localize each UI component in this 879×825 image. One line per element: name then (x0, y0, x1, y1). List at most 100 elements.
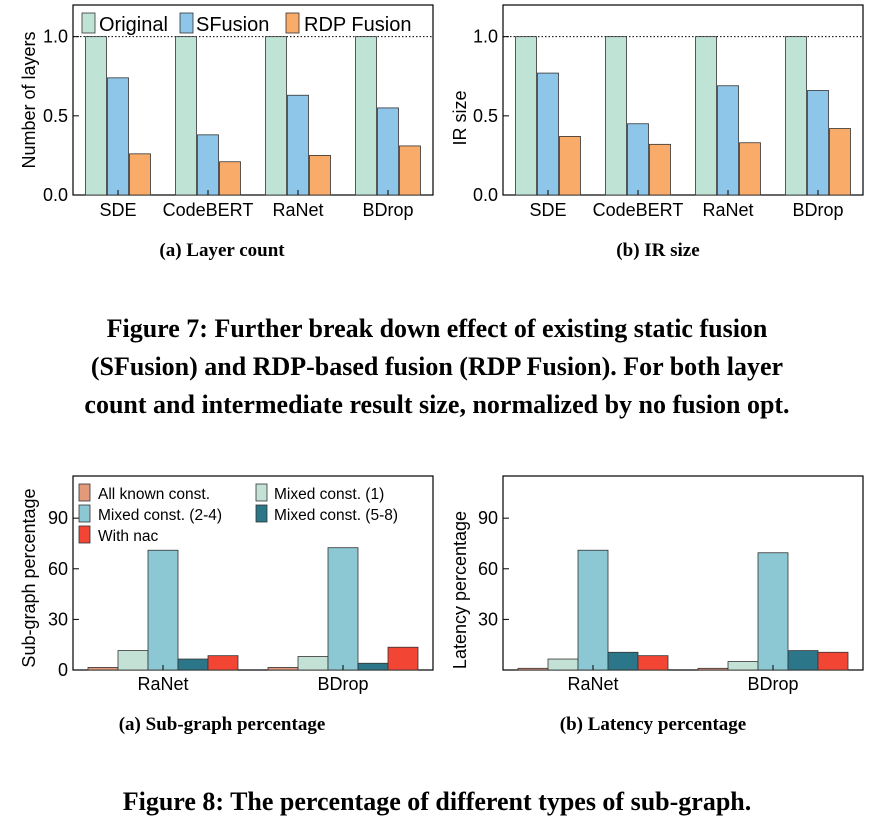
bar-ranet-all-known-const (517, 667, 549, 671)
legend-label-with-nac: With nac (98, 528, 159, 545)
bar-ranet-sfusion (717, 85, 739, 196)
legend-label-rdp-fusion: RDP Fusion (304, 14, 411, 36)
bar-bdrop-rdp-fusion (829, 128, 851, 196)
y-axis-label: IR size (450, 90, 470, 145)
figure7-caption: Figure 7: Further break down effect of e… (84, 314, 789, 419)
y-tick-label: 30 (48, 609, 68, 629)
bar-bdrop-mixed-const-2-4 (757, 552, 789, 671)
bar-bdrop-mixed-const-5-8 (357, 662, 389, 671)
x-axis-ticks: RaNet BDrop (137, 665, 369, 694)
legend-label-mixed-const-2-4: Mixed const. (2-4) (98, 507, 222, 524)
bar-bdrop-all-known-const (267, 667, 299, 671)
y-tick-label: 1.0 (473, 27, 498, 47)
x-tick-label: RaNet (137, 674, 188, 694)
x-tick-label: CodeBERT (593, 200, 684, 220)
legend-swatch-all-known-const (78, 483, 91, 502)
y-tick-label: 1.0 (43, 27, 68, 47)
y-axis-ticks: 0 30 60 90 (48, 508, 79, 680)
plot-frame (72, 475, 434, 671)
bar-codebert-sfusion (197, 134, 219, 196)
x-tick-label: SDE (99, 200, 136, 220)
x-tick-label: RaNet (272, 200, 323, 220)
bar-ranet-all-known-const (87, 667, 119, 671)
bar-bdrop-mixed-const-1 (297, 656, 329, 671)
bar-ranet-mixed-const-1 (117, 650, 149, 671)
y-tick-label: 0.0 (43, 185, 68, 205)
bar-bdrop-with-nac (387, 646, 419, 671)
subcaption-fig8a: (a) Sub-graph percentage (119, 714, 326, 735)
bar-ranet-mixed-const-1 (547, 658, 579, 671)
legend-swatch-sfusion (179, 12, 194, 34)
bar-ranet-rdp-fusion (309, 155, 331, 196)
bar-sde-rdp-fusion (559, 136, 581, 196)
x-tick-label: SDE (529, 200, 566, 220)
bar-codebert-sfusion (627, 123, 649, 196)
bar-sde-sfusion (537, 72, 559, 196)
legend-swatch-mixed-const-1 (255, 483, 268, 502)
legend-swatch-with-nac (78, 525, 91, 544)
bar-bdrop-mixed-const-1 (727, 661, 759, 671)
bar-bdrop-with-nac (817, 651, 849, 671)
bars-group (87, 547, 419, 671)
bar-bdrop-all-known-const (697, 667, 729, 671)
bar-bdrop-original (785, 36, 807, 196)
bar-bdrop-original (355, 36, 377, 196)
legend: Original SFusion RDP Fusion (81, 12, 411, 36)
subcaption-fig8b: (b) Latency percentage (560, 714, 746, 735)
caption-line: (SFusion) and RDP-based fusion (RDP Fusi… (91, 352, 783, 381)
y-tick-label: 30 (478, 609, 498, 629)
x-axis-ticks: SDE CodeBERT RaNet BDrop (529, 190, 844, 220)
bar-sde-original (85, 36, 107, 196)
bar-bdrop-sfusion (377, 107, 399, 196)
legend-label-original: Original (99, 14, 168, 36)
y-axis-ticks: 0.0 0.5 1.0 (473, 27, 509, 205)
legend-swatch-mixed-const-5-8 (255, 504, 268, 523)
x-axis-ticks: RaNet BDrop (567, 665, 799, 694)
bars-group (85, 36, 421, 196)
chart-fig8b: 30 60 90 RaNet BDrop Latency percentage (b)… (450, 475, 864, 735)
bar-sde-original (515, 36, 537, 196)
legend-swatch-original (81, 12, 96, 34)
y-tick-label: 60 (48, 559, 68, 579)
bar-ranet-with-nac (207, 655, 239, 671)
x-tick-label: RaNet (702, 200, 753, 220)
x-tick-label: RaNet (567, 674, 618, 694)
plot-frame (502, 4, 864, 196)
y-tick-label: 0.0 (473, 185, 498, 205)
y-tick-label: 90 (478, 508, 498, 528)
x-tick-label: BDrop (317, 674, 368, 694)
bars-group (517, 549, 849, 671)
chart-fig7b: 0.00.51.0 SDE CodeBERT RaNet BDrop IR size … (450, 4, 864, 261)
y-axis-label: Number of layers (19, 31, 39, 168)
subcaption-fig7a: (a) Layer count (159, 240, 285, 261)
y-tick-label: 0.5 (473, 106, 498, 126)
legend-label-sfusion: SFusion (196, 14, 269, 36)
plot-frame (72, 4, 434, 196)
legend-swatch-mixed-const-2-4 (78, 504, 91, 523)
bar-codebert-rdp-fusion (219, 161, 241, 196)
bar-ranet-rdp-fusion (739, 142, 761, 196)
plot-frame (502, 475, 864, 671)
bar-ranet-mixed-const-2-4 (147, 549, 179, 671)
bar-codebert-original (605, 36, 627, 196)
bar-ranet-mixed-const-5-8 (607, 651, 639, 671)
bar-codebert-rdp-fusion (649, 143, 671, 196)
bar-bdrop-mixed-const-2-4 (327, 547, 359, 671)
y-axis-ticks: 30 60 90 (478, 508, 509, 629)
bar-bdrop-mixed-const-5-8 (787, 650, 819, 671)
chart-fig7a: 0.0 0.5 1.0 SDE CodeBERT RaNet BDrop Number o… (19, 4, 434, 261)
bar-ranet-mixed-const-5-8 (177, 658, 209, 671)
bar-bdrop-sfusion (807, 90, 829, 196)
bar-ranet-original (265, 36, 287, 196)
bar-ranet-with-nac (637, 655, 669, 671)
x-axis-ticks: SDE CodeBERT RaNet BDrop (99, 190, 414, 220)
x-tick-label: BDrop (792, 200, 843, 220)
figure8-caption: Figure 8: The percentage of different ty… (123, 787, 752, 816)
caption-line: Figure 7: Further break down effect of e… (107, 314, 768, 343)
bar-sde-sfusion (107, 77, 129, 196)
y-axis-ticks: 0.0 0.5 1.0 (43, 27, 79, 205)
legend-label-mixed-const-1: Mixed const. (1) (274, 486, 384, 503)
